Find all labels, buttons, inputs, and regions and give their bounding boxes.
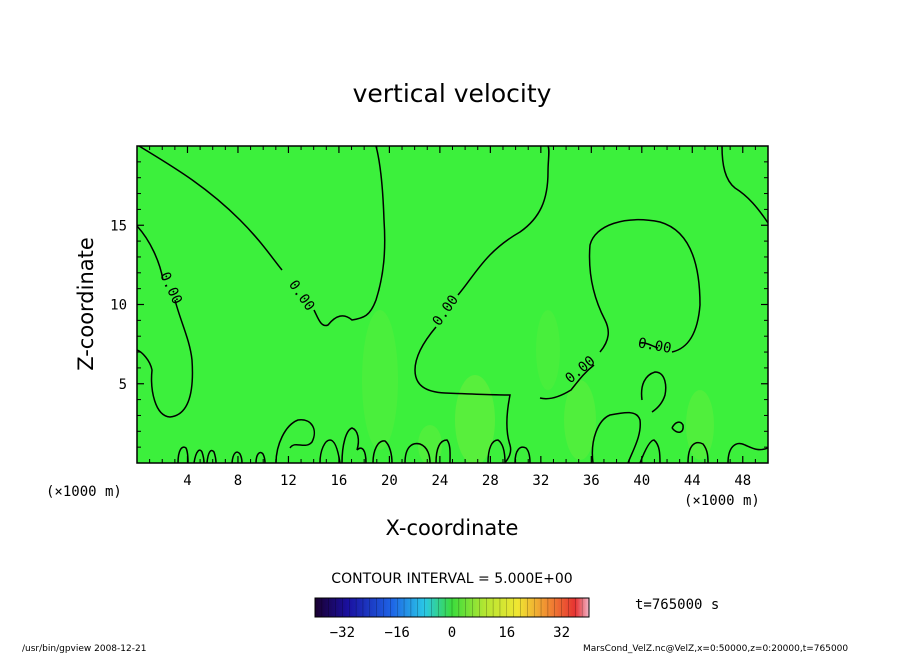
x-axis-label: X-coordinate (386, 516, 519, 540)
x-tick-label: 28 (482, 473, 499, 489)
y-axis: 5 10 15 (110, 161, 768, 448)
x-tick-label: 4 (183, 473, 191, 489)
colorbar-ticks: −32 −16 0 16 32 (321, 598, 583, 641)
contour-line (138, 146, 386, 327)
y-tick-label: 5 (119, 377, 127, 393)
contour-line (404, 442, 431, 463)
x-unit-left: (×1000 m) (46, 484, 122, 500)
contour-line (671, 421, 684, 433)
contour-line (727, 442, 768, 463)
contour-line (341, 427, 367, 463)
chart-title: vertical velocity (353, 79, 552, 108)
colorbar-tick-label: 32 (553, 625, 570, 641)
x-tick-label: 36 (583, 473, 600, 489)
x-tick-label: 48 (734, 473, 751, 489)
contour-line (639, 439, 661, 463)
contour-interval: CONTOUR INTERVAL = 5.000E+00 (331, 571, 572, 587)
x-tick-label: 24 (431, 473, 448, 489)
plot-area: 0.00 0.00 0.00 0.00 0.00 (137, 146, 768, 463)
x-axis: 4 8 12 16 20 24 28 32 36 40 44 48 (149, 146, 769, 489)
x-tick-label: 8 (234, 473, 242, 489)
contour-label: 0.00 (637, 335, 673, 357)
x-tick-label: 16 (330, 473, 347, 489)
contour-line (687, 442, 709, 463)
y-tick-label: 15 (110, 218, 127, 234)
footer-right: MarsCond_VelZ.nc@VelZ,x=0:50000,z=0:2000… (583, 644, 848, 654)
x-tick-label: 20 (381, 473, 398, 489)
contour-line (319, 439, 341, 463)
field-shade (564, 380, 596, 460)
field-shade (362, 310, 398, 450)
contour-line (206, 449, 217, 463)
field-shade (536, 310, 560, 390)
contour-line (435, 439, 451, 463)
field-background (137, 146, 768, 463)
contour-line (640, 371, 667, 413)
field-shade (455, 375, 495, 463)
contour-line (193, 449, 205, 463)
contour-line (721, 146, 768, 224)
contour-line (514, 446, 531, 463)
footer-left: /usr/bin/gpview 2008-12-21 (22, 644, 146, 654)
time-label: t=765000 s (635, 597, 719, 613)
contour-line (414, 146, 550, 463)
contour-line (372, 440, 393, 463)
field-shade (686, 390, 714, 460)
colorbar-tick-label: −16 (385, 625, 410, 641)
x-tick-label: 40 (633, 473, 650, 489)
y-tick-label: 10 (110, 298, 127, 314)
contour-line (591, 411, 642, 463)
contour-line (231, 451, 243, 463)
colorbar-tick-label: 0 (448, 625, 456, 641)
colorbar-tick-label: −32 (330, 625, 355, 641)
contour-line (137, 225, 194, 418)
x-tick-label: 32 (532, 473, 549, 489)
contour-line (539, 219, 701, 400)
contour-line (275, 419, 316, 463)
contour-line (487, 439, 506, 463)
contour-line (255, 451, 266, 463)
x-tick-label: 12 (280, 473, 297, 489)
y-axis-label: Z-coordinate (74, 237, 98, 371)
colorbar-tick-label: 16 (498, 625, 515, 641)
zero-contours (137, 146, 768, 463)
x-tick-label: 44 (684, 473, 701, 489)
x-unit-right: (×1000 m) (684, 493, 760, 509)
